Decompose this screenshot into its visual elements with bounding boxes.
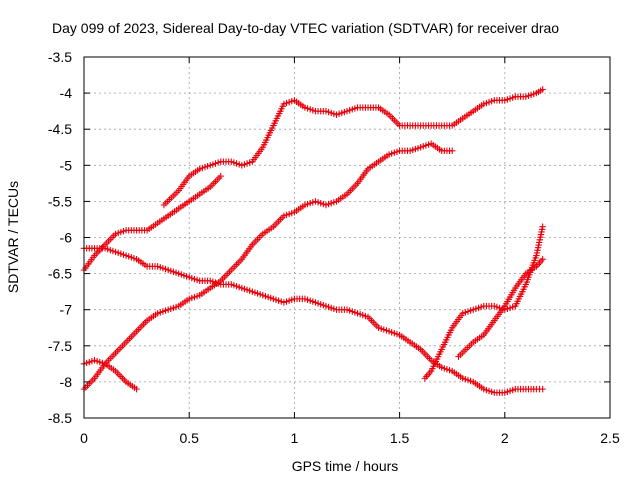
x-tick-label: 2 [501,430,509,446]
x-tick-label: 2.5 [600,430,620,446]
data-point [539,223,546,230]
x-tick-label: 1.5 [390,430,410,446]
x-tick-label: 0.5 [179,430,199,446]
axis-ticks: 0 0.5 1 1.5 2 2.5 -3.5 -4 -4.5 -5 -5.5 -6 -6.5 -7 -7.5… [48,49,620,446]
y-tick-label: -5 [60,157,73,173]
y-tick-label: -3.5 [48,49,72,65]
data-point [133,385,140,393]
series-arc-2 [80,172,224,274]
data-point [539,385,546,393]
data-point [539,255,546,263]
y-tick-label: -7.5 [48,338,72,354]
series-arc-5 [80,357,140,393]
series-arc-1 [160,86,546,209]
y-tick-label: -8 [60,374,73,390]
y-tick-label: -6.5 [48,266,72,282]
y-tick-label: -4 [60,85,73,101]
data-point [217,172,224,180]
x-tick-label: 0 [80,430,88,446]
y-tick-label: -5.5 [48,193,72,209]
y-tick-label: -8.5 [48,410,72,426]
x-axis-label: GPS time / hours [292,458,399,474]
series-arc-7 [455,255,546,360]
y-tick-label: -7 [60,302,73,318]
y-tick-label: -4.5 [48,121,72,137]
data-point [449,147,456,155]
data-point [539,86,546,93]
series-arc-4 [80,245,546,396]
grid-lines [84,57,610,418]
x-tick-label: 1 [291,430,299,446]
y-axis-label: SDTVAR / TECUs [5,181,21,293]
chart-title: Day 099 of 2023, Sidereal Day-to-day VTE… [52,20,559,36]
y-tick-label: -6 [60,230,73,246]
series-arc-3 [80,140,456,393]
plot-area [80,86,546,396]
series-arc-6 [421,223,546,382]
